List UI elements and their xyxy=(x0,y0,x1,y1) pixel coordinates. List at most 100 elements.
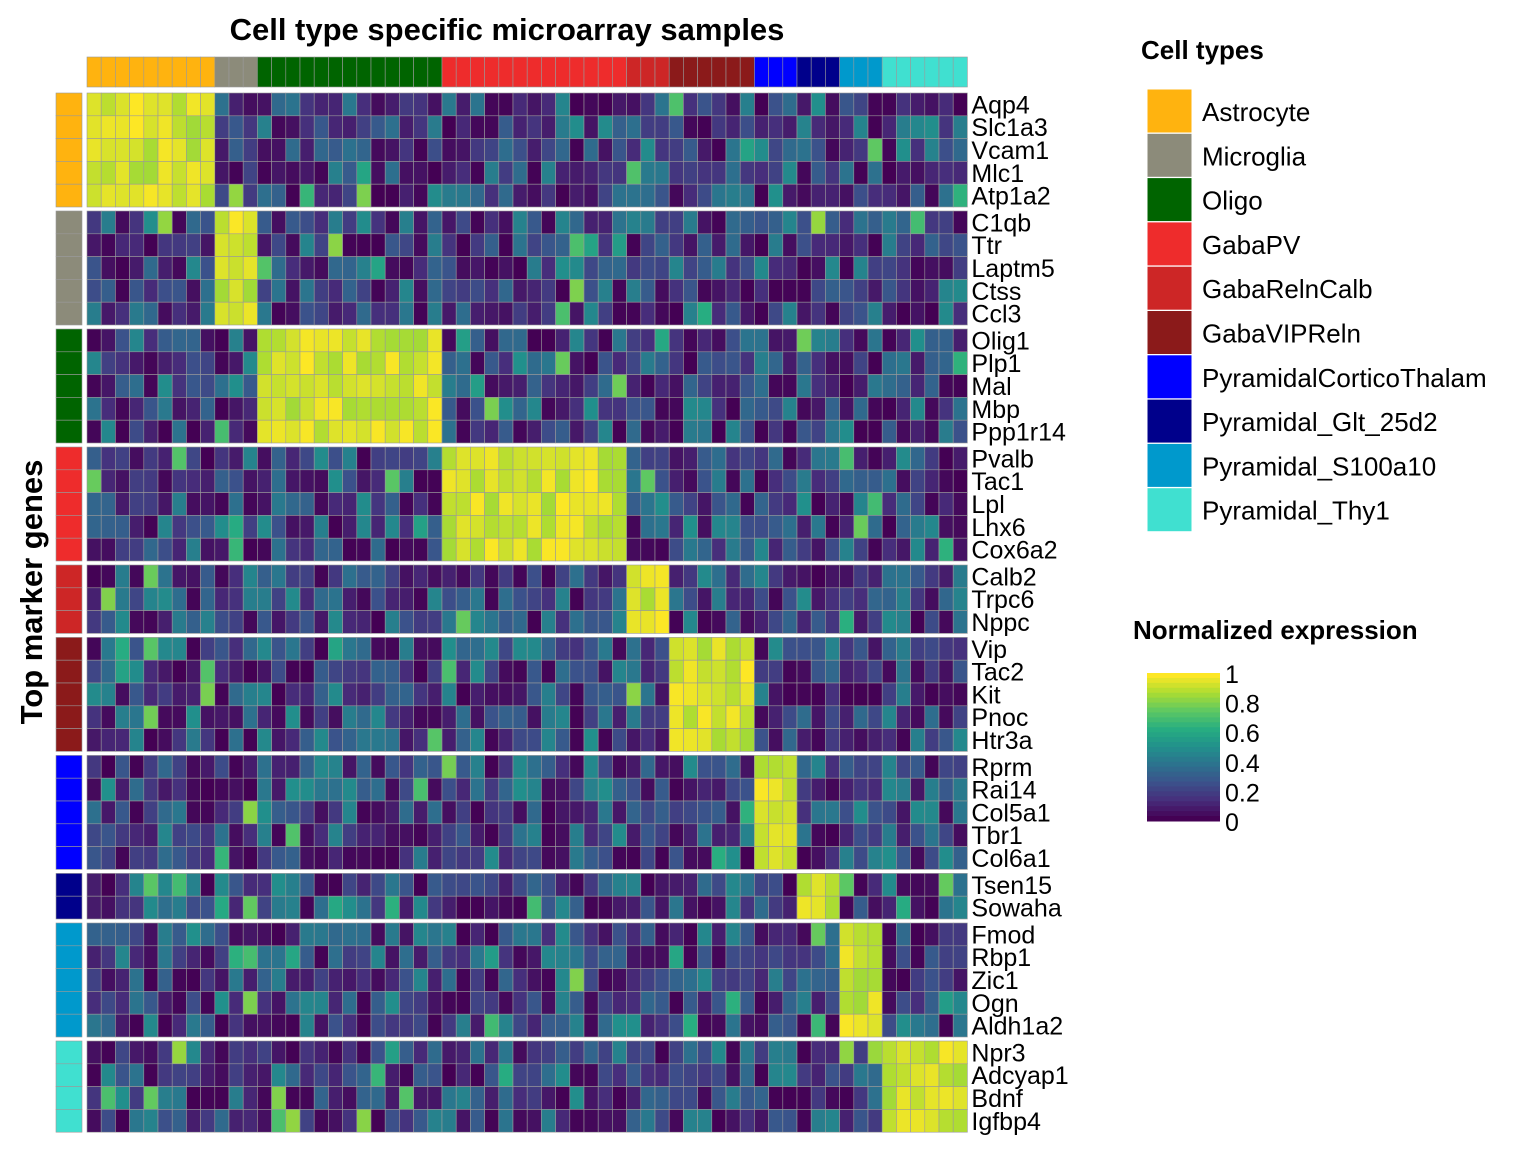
heatmap-cell xyxy=(683,1013,698,1038)
heatmap-cell xyxy=(129,1013,145,1038)
heatmap-cell xyxy=(626,374,642,398)
heatmap-cell xyxy=(129,755,145,779)
heatmap-cell xyxy=(782,800,798,825)
heatmap-cell xyxy=(299,446,315,471)
heatmap-cell xyxy=(626,728,642,752)
heatmap-cell xyxy=(555,945,571,969)
gene-type-cell xyxy=(55,279,83,303)
heatmap-cell xyxy=(498,823,514,847)
heatmap-cell xyxy=(242,301,258,326)
heatmap-cell xyxy=(768,537,784,562)
heatmap-cell xyxy=(754,800,769,825)
heatmap-cell xyxy=(839,800,855,825)
heatmap-cell xyxy=(569,183,585,208)
heatmap-cell xyxy=(910,610,926,634)
heatmap-cell xyxy=(186,279,201,303)
heatmap-cell xyxy=(512,1013,528,1038)
heatmap-cell xyxy=(356,800,372,825)
heatmap-cell xyxy=(143,446,159,471)
heatmap-cell xyxy=(370,301,386,326)
heatmap-cell xyxy=(867,397,883,421)
heatmap-cell xyxy=(413,233,429,257)
heatmap-cell xyxy=(839,351,855,375)
gene-label: Col5a1 xyxy=(971,799,1050,827)
heatmap-cell xyxy=(640,922,656,947)
heatmap-cell xyxy=(356,755,372,779)
heatmap-cell xyxy=(143,705,159,729)
heatmap-cell xyxy=(867,210,883,235)
gene-type-cell xyxy=(55,800,83,825)
heatmap-cell xyxy=(143,210,159,235)
heatmap-cell xyxy=(484,682,500,707)
heatmap-cell xyxy=(668,138,684,162)
gene-type-cell xyxy=(55,301,83,326)
heatmap-cell xyxy=(228,469,244,493)
heatmap-cell xyxy=(725,233,741,257)
heatmap-cell xyxy=(342,138,358,162)
heatmap-cell xyxy=(186,564,201,589)
heatmap-cell xyxy=(541,800,556,825)
heatmap-cell xyxy=(683,564,698,589)
heatmap-cell xyxy=(100,564,116,589)
gene-label: Rbp1 xyxy=(971,944,1031,972)
heatmap-cell xyxy=(697,397,713,421)
heatmap-cell xyxy=(498,1013,514,1038)
heatmap-cell xyxy=(739,873,755,897)
heatmap-cell xyxy=(441,682,457,707)
heatmap-cell xyxy=(810,279,826,303)
sample-type-cell xyxy=(583,56,599,88)
gene-type-cell xyxy=(55,659,83,684)
heatmap-cell xyxy=(754,1063,769,1087)
heatmap-cell xyxy=(541,301,556,326)
heatmap-cell xyxy=(711,515,727,539)
heatmap-cell xyxy=(796,873,812,897)
heatmap-cell xyxy=(427,256,443,280)
heatmap-cell xyxy=(952,610,968,634)
heatmap-cell xyxy=(413,564,429,589)
heatmap-cell xyxy=(640,138,656,162)
cell-type-swatch xyxy=(1146,265,1193,311)
heatmap-cell xyxy=(711,991,727,1015)
heatmap-cell xyxy=(896,587,911,611)
heatmap-cell xyxy=(867,873,883,897)
heatmap-cell xyxy=(697,233,713,257)
heatmap-cell xyxy=(498,233,514,257)
heatmap-cell xyxy=(115,1013,130,1038)
heatmap-cell xyxy=(115,800,130,825)
heatmap-cell xyxy=(526,328,542,353)
heatmap-cell xyxy=(285,659,301,684)
heatmap-cell xyxy=(896,515,911,539)
heatmap-cell xyxy=(597,161,613,185)
heatmap-cell xyxy=(200,968,216,992)
heatmap-cell xyxy=(271,1063,287,1087)
heatmap-cell xyxy=(342,351,358,375)
heatmap-cell xyxy=(143,637,159,661)
heatmap-cell xyxy=(470,256,485,280)
heatmap-cell xyxy=(498,256,514,280)
heatmap-cell xyxy=(271,846,287,870)
heatmap-cell xyxy=(257,728,272,752)
heatmap-cell xyxy=(796,161,812,185)
heatmap-cell xyxy=(370,846,386,870)
heatmap-cell xyxy=(640,705,656,729)
heatmap-cell xyxy=(612,397,627,421)
heatmap-cell xyxy=(470,446,485,471)
heatmap-cell xyxy=(455,446,471,471)
heatmap-cell xyxy=(711,115,727,139)
heatmap-cell xyxy=(427,92,443,117)
heatmap-cell xyxy=(796,922,812,947)
heatmap-cell xyxy=(938,374,954,398)
heatmap-cell xyxy=(640,968,656,992)
heatmap-cell xyxy=(370,351,386,375)
heatmap-cell xyxy=(242,183,258,208)
gene-label: Calb2 xyxy=(971,563,1036,591)
heatmap-cell xyxy=(541,279,556,303)
gene-type-cell xyxy=(55,610,83,634)
heatmap-cell xyxy=(853,587,869,611)
heatmap-cell xyxy=(498,515,514,539)
heatmap-cell xyxy=(427,564,443,589)
heatmap-cell xyxy=(228,682,244,707)
heatmap-cell xyxy=(896,922,911,947)
heatmap-cell xyxy=(484,610,500,634)
heatmap-cell xyxy=(768,728,784,752)
